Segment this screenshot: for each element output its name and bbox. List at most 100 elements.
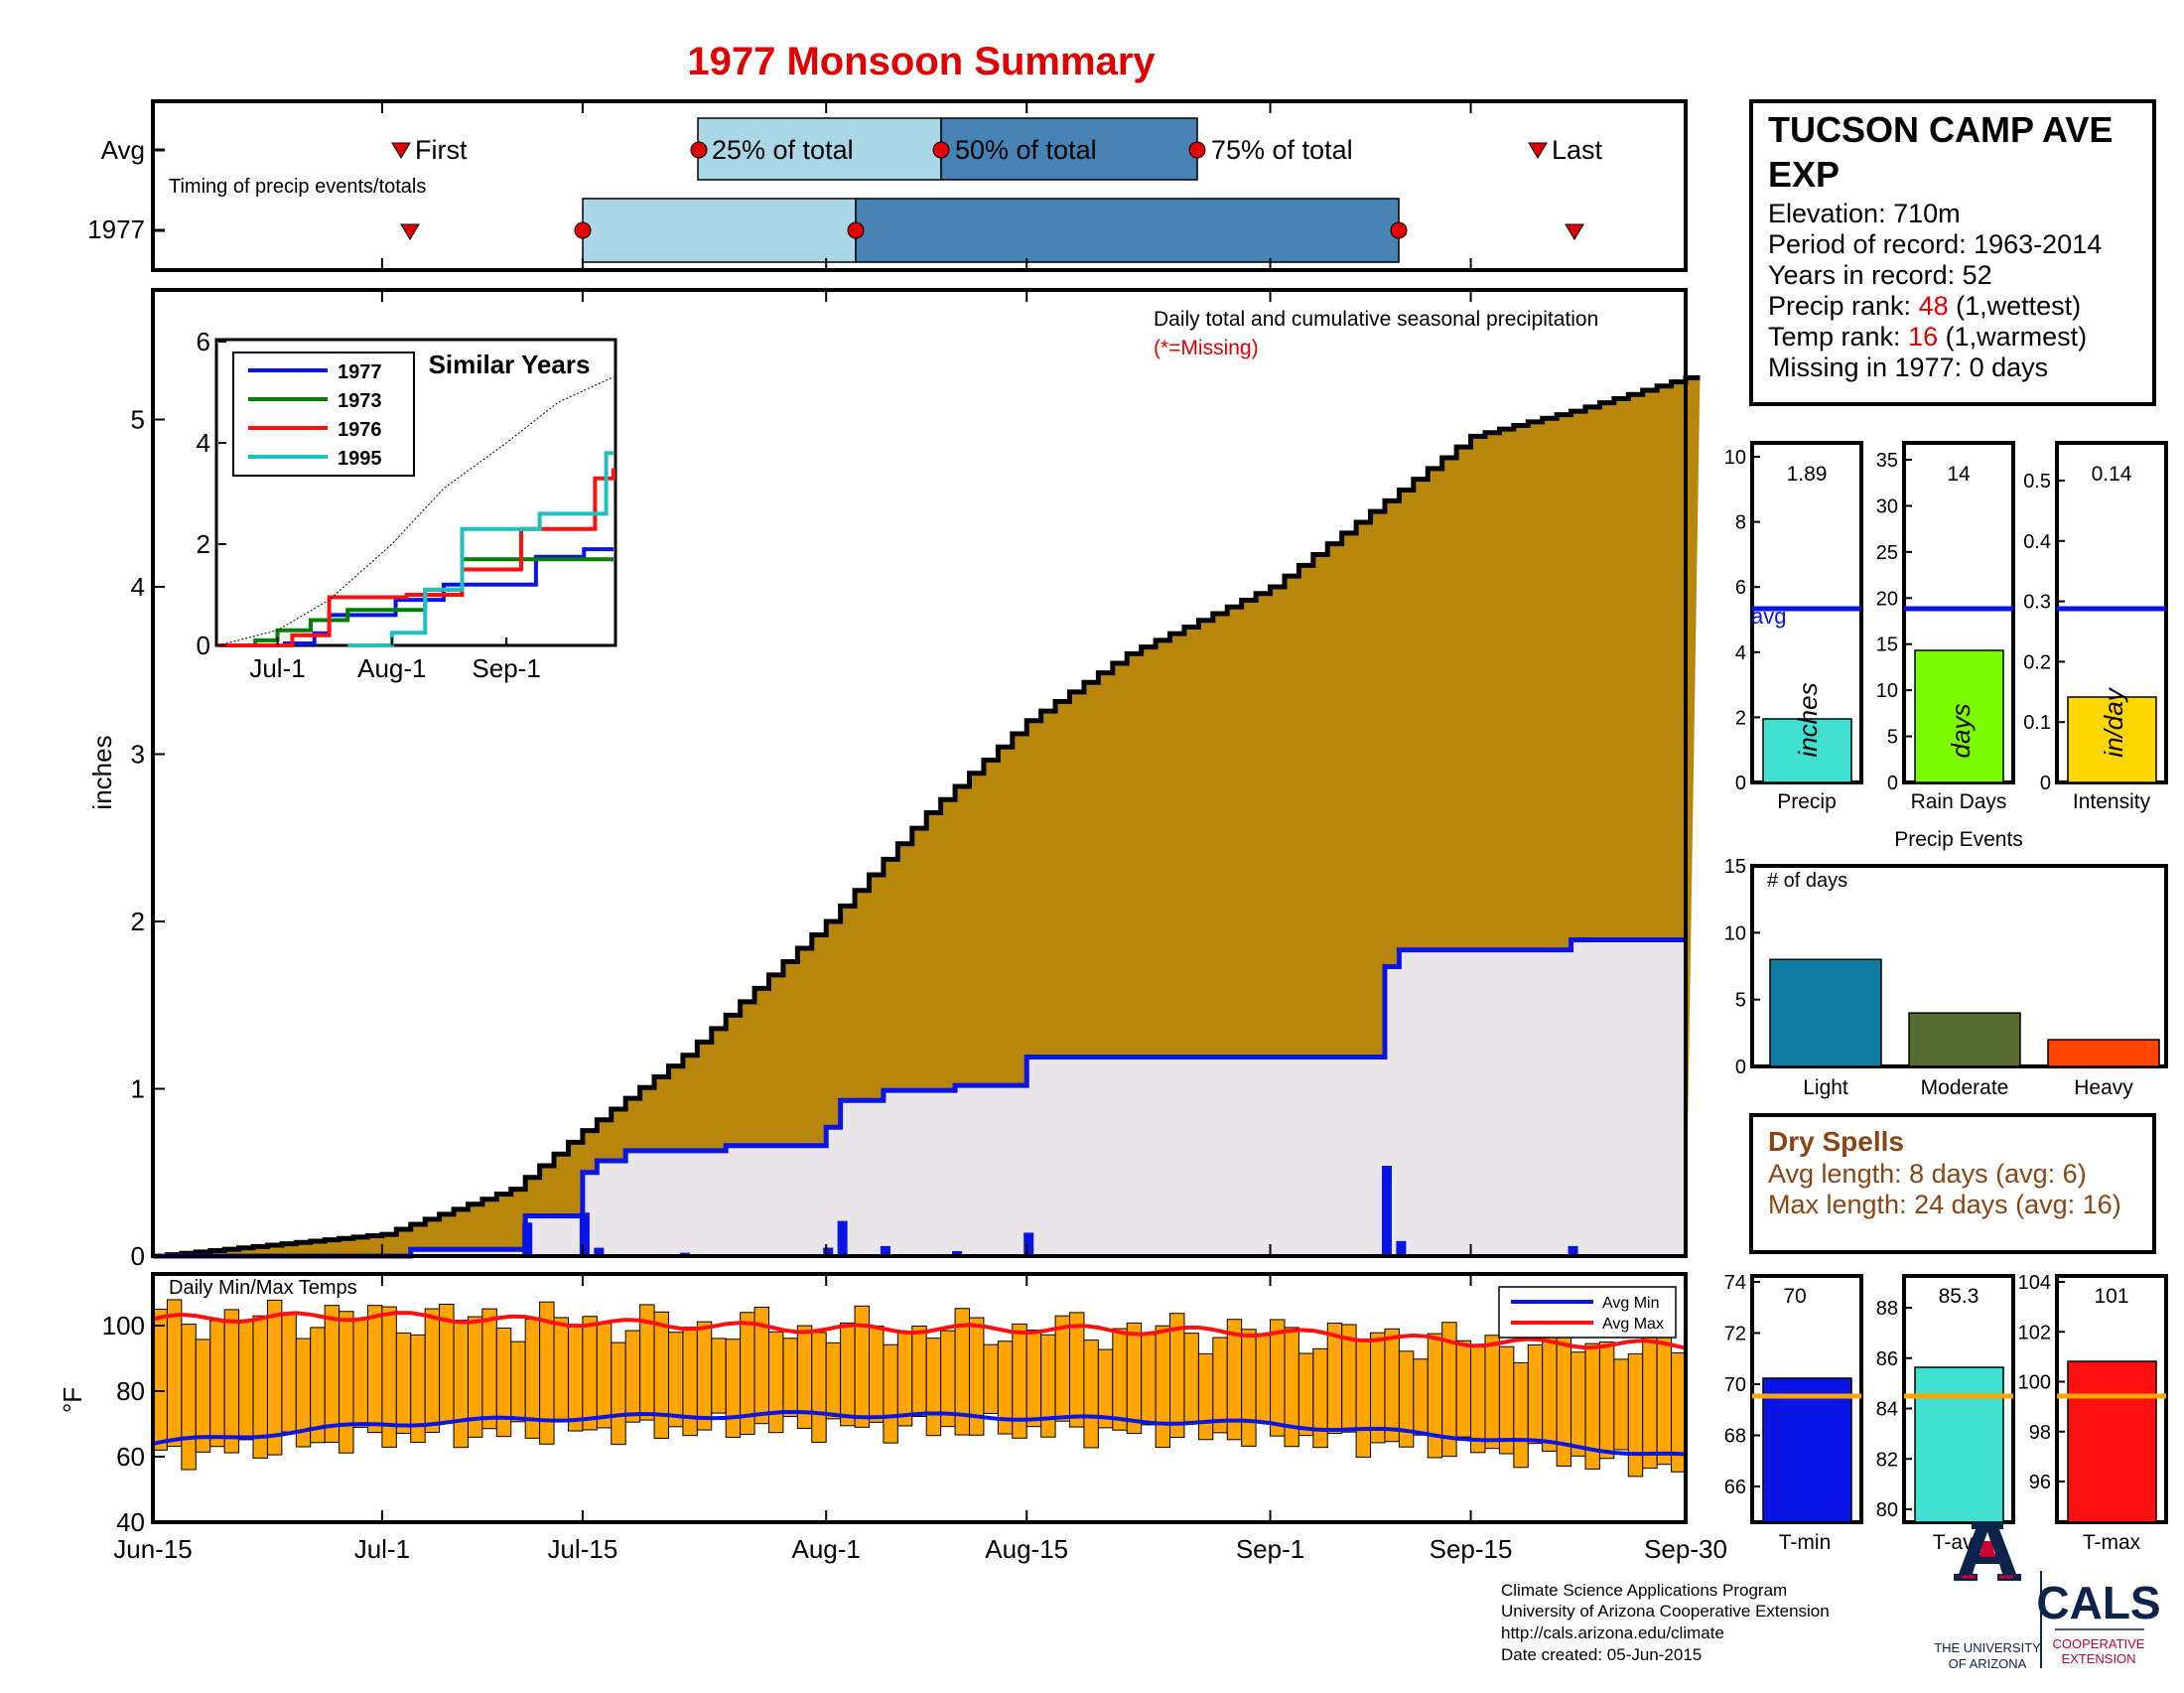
intensity-unit: in/day: [2099, 686, 2128, 757]
panel-ytick-label: 74: [1724, 1272, 1746, 1294]
inset-line-1977: [218, 547, 614, 647]
xaxis-label: Sep-30: [1644, 1534, 1727, 1564]
daily-temp-bar: [667, 1332, 684, 1428]
daily-temp-bar: [495, 1327, 512, 1438]
avg-first-label: First: [415, 135, 468, 165]
daily-temp-bar: [1642, 1326, 1658, 1470]
station-temp-rank: Temp rank: 16 (1,warmest): [1768, 322, 2087, 352]
daily-temp-bar: [352, 1318, 368, 1428]
year-50-marker: [847, 221, 865, 239]
cumulative-avg-line: [153, 374, 1701, 1259]
tmax-value: 101: [2094, 1285, 2128, 1308]
inset-avg-line: [217, 376, 614, 646]
panel-ytick-label: 86: [1876, 1348, 1898, 1370]
inset-xtick-label: Sep-1: [472, 653, 540, 683]
university-of-arizona-logo: THE UNIVERSITY OF ARIZONA: [1934, 1522, 2041, 1671]
daily-temp-bar: [1112, 1328, 1128, 1431]
year-last-marker: [1565, 223, 1584, 240]
tmin-name: T-min: [1779, 1531, 1832, 1554]
event-bar-moderate: [1908, 1012, 2021, 1067]
main-missing-note: (*=Missing): [1154, 337, 1259, 359]
panel-ytick-label: 0: [1735, 773, 1746, 794]
daily-temp-bar: [1527, 1343, 1544, 1445]
panel-ytick-label: 2: [1735, 707, 1746, 729]
daily-temp-bar: [366, 1305, 383, 1434]
daily-temp-bar: [510, 1340, 526, 1423]
daily-temp-bar: [238, 1320, 254, 1441]
intensity-panel: 0 0.1 0.2 0.3 0.4 0.5 0.14 in/day Intensity: [2023, 441, 2168, 813]
daily-precip-bar: [579, 1212, 590, 1256]
cumulative-1977-area: [153, 939, 1686, 1256]
legend-avg-min: Avg Min: [1602, 1295, 1660, 1312]
tmin-value: 70: [1783, 1285, 1806, 1308]
cals-logo: CALS COOPERATIVE EXTENSION: [2036, 1577, 2160, 1666]
rain-days-name: Rain Days: [1911, 790, 2007, 813]
daily-temp-bar: [1040, 1334, 1056, 1438]
panel-ytick-label: 88: [1876, 1298, 1898, 1320]
xaxis-label: Sep-1: [1236, 1534, 1304, 1564]
timing-year-label: 1977: [87, 214, 145, 244]
inset-legend-label: 1973: [338, 390, 382, 412]
cals-line2: EXTENSION: [2061, 1651, 2135, 1666]
daily-precip-bar: [594, 1247, 605, 1256]
panel-ytick-label: 0: [1887, 773, 1898, 794]
inset-xtick-label: Jul-1: [249, 653, 305, 683]
precip-unit: inches: [1793, 682, 1823, 757]
panel-ytick-label: 104: [2018, 1272, 2051, 1294]
daily-temp-bar: [223, 1309, 240, 1454]
event-category-label: Light: [1803, 1076, 1848, 1099]
daily-temp-bar: [1025, 1329, 1042, 1428]
panel-ytick-label: 30: [1876, 495, 1898, 517]
page-title: 1977 Monsoon Summary: [687, 40, 1156, 83]
event-category-label: Heavy: [2074, 1076, 2133, 1099]
panel-ytick-label: 82: [1876, 1449, 1898, 1471]
main-annotation: Daily total and cumulative seasonal prec…: [1154, 308, 1598, 331]
avg-50-box: [940, 117, 1198, 181]
panel-ytick-label: 100: [2018, 1372, 2051, 1394]
tmin-panel: 66 68 70 72 74 70 T-min: [1724, 1272, 1863, 1554]
daily-temp-bar: [1570, 1351, 1586, 1457]
footer-line2: University of Arizona Cooperative Extens…: [1501, 1602, 1830, 1621]
intensity-name: Intensity: [2073, 790, 2151, 813]
daily-temp-bar: [711, 1338, 727, 1414]
xaxis-label: Aug-1: [792, 1534, 861, 1564]
main-ytick-label: 4: [131, 572, 145, 602]
temps-ytick-label: 100: [102, 1311, 145, 1340]
intensity-bar: [2067, 696, 2157, 783]
daily-temp-bar: [983, 1343, 999, 1414]
inset-ytick-label: 2: [197, 529, 210, 559]
panel-ytick-label: 6: [1735, 577, 1746, 599]
events-title: Precip Events: [1894, 828, 2023, 851]
year-25-marker: [574, 221, 592, 239]
daily-temp-bar: [1069, 1312, 1085, 1428]
avg-50-marker: [932, 141, 950, 159]
daily-temp-bar: [725, 1339, 742, 1438]
station-elevation: Elevation: 710m: [1768, 199, 1961, 228]
precip-avg-label: avg: [1751, 604, 1786, 629]
daily-precip-bar: [880, 1245, 890, 1256]
year-25-box: [582, 198, 857, 263]
daily-temp-bar: [911, 1325, 927, 1417]
daily-temp-bar: [209, 1320, 225, 1448]
temps-ylabel: °F: [58, 1387, 87, 1413]
panel-ytick-label: 80: [1876, 1499, 1898, 1521]
daily-temp-bar: [883, 1343, 898, 1444]
event-category-label: Moderate: [1921, 1076, 2009, 1099]
station-name-line1: TUCSON CAMP AVE: [1768, 109, 2113, 150]
daily-temp-bar: [1427, 1333, 1443, 1459]
station-period: Period of record: 1963-2014: [1768, 229, 2102, 259]
daily-temp-bar: [567, 1326, 584, 1432]
year-first-marker: [400, 223, 420, 240]
legend-avg-max: Avg Max: [1602, 1316, 1664, 1333]
daily-temp-bar: [1326, 1323, 1343, 1434]
avg-75-label: 75% of total: [1211, 135, 1353, 165]
year-50-box: [855, 198, 1400, 263]
cals-line1: COOPERATIVE: [2053, 1636, 2145, 1651]
avg-50-label: 50% of total: [955, 135, 1097, 165]
daily-temp-bar: [1083, 1340, 1099, 1449]
panel-ytick-label: 0.4: [2023, 531, 2051, 553]
inset-legend-label: 1995: [338, 448, 382, 470]
precip-total-panel: 0 2 4 6 8 10 avg 1.89 inches Precip: [1724, 441, 1863, 813]
avg-min-line: [152, 1409, 1687, 1457]
